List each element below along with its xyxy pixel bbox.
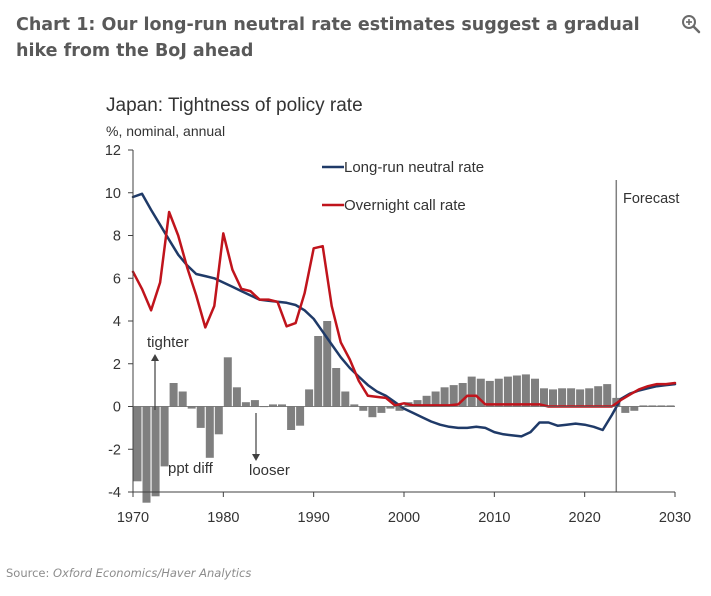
diff-bar <box>666 405 675 407</box>
diff-bar <box>476 378 485 407</box>
diff-bar <box>386 406 395 409</box>
y-tick-label: -2 <box>108 442 121 458</box>
source-text: Oxford Economics/Haver Analytics <box>53 566 252 580</box>
chart-title: Japan: Tightness of policy rate <box>106 95 363 116</box>
diff-bar <box>232 387 241 407</box>
x-tick-label: 2000 <box>388 510 420 526</box>
diff-bar <box>413 400 422 407</box>
looser-label: looser <box>249 462 290 479</box>
diff-bar <box>558 388 567 407</box>
diff-bar <box>603 384 612 407</box>
diff-bar <box>250 400 259 407</box>
zoom-in-icon[interactable] <box>680 13 702 35</box>
diff-bar <box>594 386 603 407</box>
legend-label-overnight: Overnight call rate <box>344 197 466 214</box>
diff-bar <box>521 374 530 407</box>
lines-layer <box>131 192 677 438</box>
x-tick-label: 1980 <box>207 510 239 526</box>
diff-bar <box>214 406 223 435</box>
y-tick-label: 6 <box>113 271 121 287</box>
diff-bar <box>630 406 639 411</box>
diff-bar <box>657 405 666 407</box>
y-tick-label: 0 <box>113 400 121 416</box>
diff-bar <box>549 389 557 407</box>
overnight-rate-line <box>131 210 677 408</box>
diff-bar <box>341 391 350 407</box>
diff-bar <box>278 404 286 407</box>
diff-bar <box>540 388 548 407</box>
source-note: Source: Oxford Economics/Haver Analytics <box>6 566 251 580</box>
diff-bar <box>494 378 503 407</box>
annotation-looser: looser <box>249 413 290 479</box>
diff-bar <box>323 321 332 407</box>
x-tick-label: 2010 <box>478 510 510 526</box>
diff-bar <box>287 406 296 430</box>
diff-bar <box>305 389 314 407</box>
diff-bar <box>449 385 458 407</box>
y-tick-label: 8 <box>113 229 121 245</box>
diff-bar <box>377 406 386 413</box>
diff-bar <box>151 406 160 497</box>
x-tick-label: 2030 <box>659 510 691 526</box>
x-tick-label: 1970 <box>117 510 149 526</box>
diff-bar <box>169 383 178 407</box>
diff-bar <box>314 336 323 407</box>
y-tick-label: 12 <box>105 143 121 159</box>
annotation-tighter: tighter <box>147 334 189 410</box>
diff-bar <box>512 375 521 407</box>
diff-bar <box>223 357 232 407</box>
diff-bar <box>187 406 196 409</box>
looser-arrowhead <box>252 454 260 461</box>
diff-bar <box>332 368 341 407</box>
diff-bar <box>241 402 250 407</box>
diff-bar <box>350 404 359 407</box>
bars-layer <box>133 321 675 503</box>
legend: Long-run neutral rate Overnight call rat… <box>322 159 484 214</box>
diff-bar <box>485 380 494 407</box>
diff-bar <box>142 406 151 503</box>
y-tick-label: 10 <box>105 186 121 202</box>
x-tick-label: 2020 <box>569 510 601 526</box>
diff-bar <box>440 387 449 407</box>
diff-bar <box>296 406 305 426</box>
diff-bar <box>269 404 277 407</box>
diff-bar <box>368 406 377 418</box>
diff-bar <box>467 376 476 407</box>
x-tick-label: 1990 <box>298 510 330 526</box>
diff-bar <box>648 405 657 407</box>
y-axis-label: %, nominal, annual <box>106 123 225 139</box>
y-tick-label: 4 <box>113 314 121 330</box>
diff-bar <box>359 406 368 411</box>
diff-bar <box>160 406 169 467</box>
diff-bar <box>576 389 585 407</box>
page-title: Chart 1: Our long-run neutral rate estim… <box>16 15 640 61</box>
y-tick-label: -4 <box>108 485 121 501</box>
diff-bar <box>567 388 576 407</box>
source-prefix: Source: <box>6 566 50 580</box>
diff-bar <box>422 395 431 407</box>
ppt-diff-label: ppt diff <box>168 460 214 477</box>
diff-bar <box>621 406 630 413</box>
diff-bar <box>585 388 594 407</box>
neutral-rate-line <box>131 192 677 438</box>
diff-bar <box>458 383 467 407</box>
diff-bar <box>133 406 142 482</box>
diff-bar <box>531 378 539 407</box>
diff-bar <box>178 391 187 407</box>
diff-bar <box>395 406 404 411</box>
legend-label-neutral: Long-run neutral rate <box>344 159 484 176</box>
forecast-label: Forecast <box>623 191 679 207</box>
diff-bar <box>205 406 214 458</box>
tighter-arrowhead <box>151 354 159 361</box>
tighter-label: tighter <box>147 334 189 351</box>
diff-bar <box>639 405 648 407</box>
diff-bar <box>196 406 205 428</box>
diff-bar <box>503 376 512 407</box>
axes-layer: 12 10 8 6 4 2 0 -2 -4 1970 1980 1990 2000 2010 2020 203… <box>105 143 691 526</box>
y-tick-label: 2 <box>113 357 121 373</box>
diff-bar <box>431 391 440 407</box>
